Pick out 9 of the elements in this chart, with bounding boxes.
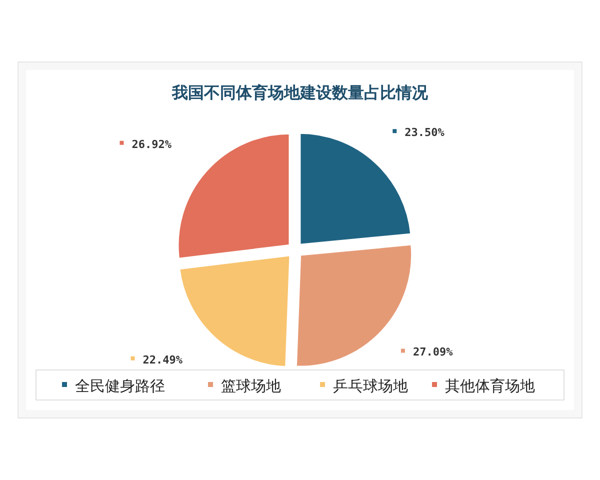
data-label: 23.50%: [404, 126, 445, 140]
data-label: 27.09%: [412, 346, 454, 359]
legend-label: 篮球场地: [221, 377, 281, 395]
data-label: 26.92%: [132, 138, 172, 151]
legend-label: 其他体育场地: [445, 377, 535, 395]
chart-title: 我国不同体育场地建设数量占比情况: [171, 83, 429, 102]
legend-label: 乒乓球场地: [333, 377, 408, 395]
legend-label: 全民健身路径: [75, 377, 165, 395]
data-label: 22.49%: [142, 353, 183, 366]
